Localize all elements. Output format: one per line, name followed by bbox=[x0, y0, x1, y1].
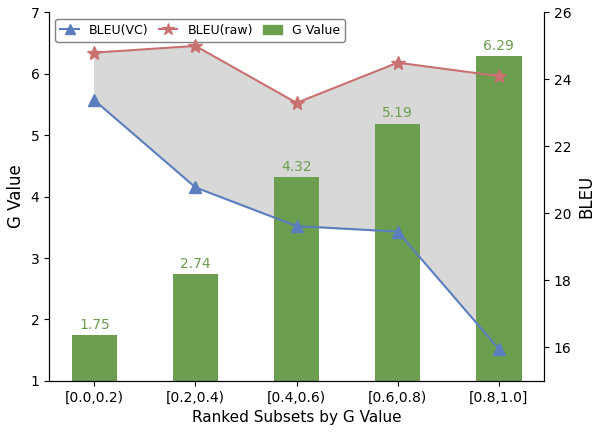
Text: 4.32: 4.32 bbox=[281, 160, 312, 174]
Y-axis label: G Value: G Value bbox=[7, 165, 25, 229]
Text: 1.75: 1.75 bbox=[79, 318, 110, 332]
Text: 6.29: 6.29 bbox=[483, 39, 514, 53]
Text: 2.74: 2.74 bbox=[180, 257, 211, 271]
Y-axis label: BLEU: BLEU bbox=[577, 175, 595, 218]
Bar bbox=[375, 124, 420, 432]
Bar bbox=[476, 56, 521, 432]
Bar bbox=[274, 177, 319, 432]
Legend: BLEU(VC), BLEU(raw), G Value: BLEU(VC), BLEU(raw), G Value bbox=[55, 19, 345, 42]
Bar bbox=[173, 274, 218, 432]
Bar bbox=[72, 335, 117, 432]
X-axis label: Ranked Subsets by G Value: Ranked Subsets by G Value bbox=[192, 410, 402, 425]
Text: 5.19: 5.19 bbox=[382, 107, 413, 121]
